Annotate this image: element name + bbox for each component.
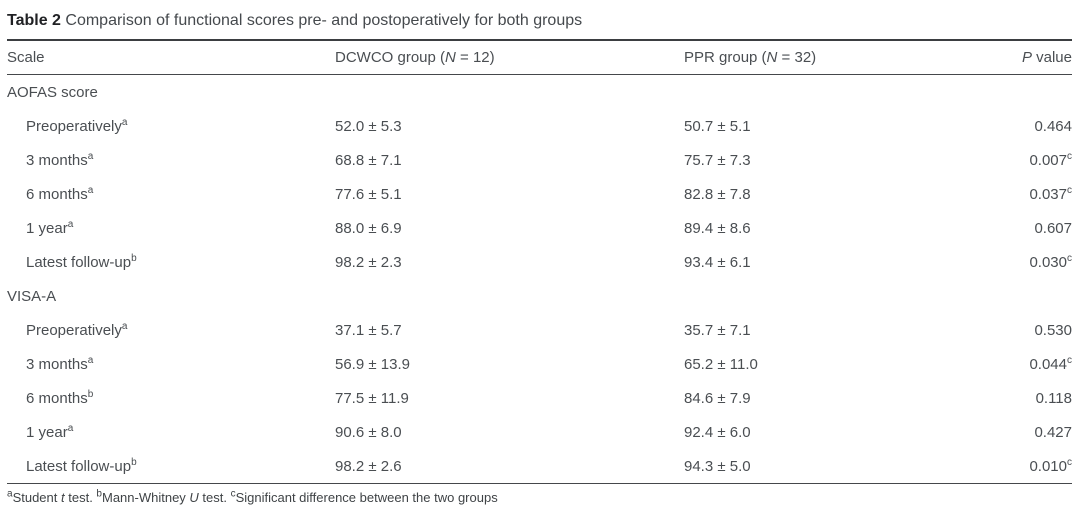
- table-row: 3 monthsa 56.9 ± 13.9 65.2 ± 11.0 0.044c: [7, 347, 1072, 381]
- ppr-value: 89.4 ± 8.6: [684, 220, 751, 237]
- ppr-value: 50.7 ± 5.1: [684, 118, 751, 135]
- table-row: 6 monthsa 77.6 ± 5.1 82.8 ± 7.8 0.037c: [7, 177, 1072, 211]
- row-label-superscript: a: [87, 355, 94, 366]
- row-label-superscript: a: [67, 219, 74, 230]
- table-row: Latest follow-upb 98.2 ± 2.6 94.3 ± 5.0 0.0…: [7, 449, 1072, 484]
- ppr-value: 35.7 ± 7.1: [684, 322, 751, 339]
- row-label: Latest follow-upb: [26, 253, 137, 272]
- column-header-dcwco-group: DCWCO group (N = 12): [335, 41, 684, 75]
- table-row: Latest follow-upb 98.2 ± 2.3 93.4 ± 6.1 0.0…: [7, 245, 1072, 279]
- row-label: 1 yeara: [26, 219, 74, 238]
- row-label: 3 monthsa: [26, 355, 94, 374]
- column-header-scale: Scale: [7, 41, 335, 75]
- p-value: 0.030c: [1029, 253, 1072, 272]
- p-value: 0.037c: [1029, 185, 1072, 204]
- dcwco-value: 77.5 ± 11.9: [335, 390, 409, 407]
- row-label: Preoperativelya: [26, 321, 128, 340]
- p-value: 0.010c: [982, 449, 1072, 484]
- row-label-superscript: b: [131, 457, 137, 468]
- p-value-superscript: c: [1067, 355, 1072, 366]
- row-label: 6 monthsa: [26, 185, 94, 204]
- dcwco-value: 77.6 ± 5.1: [335, 186, 402, 203]
- section-row: VISA-A: [7, 279, 1072, 313]
- dcwco-value: 98.2 ± 2.3: [335, 254, 402, 271]
- row-label: Preoperativelya: [26, 117, 128, 136]
- p-value: 0.007c: [1029, 151, 1072, 170]
- table-footnote: aStudent t test. bMann-Whitney U test. c…: [7, 488, 498, 505]
- section-label: VISA-A: [7, 288, 57, 305]
- row-label-superscript: a: [121, 321, 128, 332]
- row-label: 3 monthsa: [26, 151, 94, 170]
- table-row: 6 monthsb 77.5 ± 11.9 84.6 ± 7.9 0.118: [7, 381, 1072, 415]
- dcwco-value: 68.8 ± 7.1: [335, 152, 402, 169]
- table-body: AOFAS score Preoperativelya 52.0 ± 5.3 50.7…: [7, 75, 1072, 484]
- table-row: 1 yeara 90.6 ± 8.0 92.4 ± 6.0 0.427: [7, 415, 1072, 449]
- row-label: 6 monthsb: [26, 389, 94, 408]
- p-value-superscript: c: [1067, 457, 1072, 468]
- p-value: 0.607: [1034, 220, 1072, 237]
- dcwco-value: 88.0 ± 6.9: [335, 220, 402, 237]
- ppr-value: 75.7 ± 7.3: [684, 152, 751, 169]
- section-row: AOFAS score: [7, 75, 1072, 110]
- table-header: Scale DCWCO group (N = 12) PPR group (N …: [7, 41, 1072, 75]
- table-row: Preoperativelya 52.0 ± 5.3 50.7 ± 5.1 0.464: [7, 109, 1072, 143]
- dcwco-value: 98.2 ± 2.6: [335, 449, 684, 484]
- p-value-superscript: c: [1067, 151, 1072, 162]
- ppr-value: 65.2 ± 11.0: [684, 356, 758, 373]
- column-header-p-value: P value: [982, 41, 1072, 75]
- dcwco-value: 56.9 ± 13.9: [335, 356, 410, 373]
- p-value: 0.530: [1034, 322, 1072, 339]
- p-value-superscript: c: [1067, 185, 1072, 196]
- ppr-value: 84.6 ± 7.9: [684, 390, 751, 407]
- ppr-value: 82.8 ± 7.8: [684, 186, 751, 203]
- dcwco-value: 90.6 ± 8.0: [335, 424, 402, 441]
- row-label: Latest follow-upb: [7, 449, 335, 484]
- row-label-superscript: b: [87, 389, 94, 400]
- row-label-superscript: a: [67, 423, 74, 434]
- table-caption: Table 2 Comparison of functional scores …: [7, 8, 1072, 41]
- p-value-superscript: c: [1067, 253, 1072, 264]
- dcwco-value: 37.1 ± 5.7: [335, 322, 402, 339]
- table-row: Preoperativelya 37.1 ± 5.7 35.7 ± 7.1 0.530: [7, 313, 1072, 347]
- p-value: 0.118: [1035, 390, 1072, 407]
- ppr-value: 93.4 ± 6.1: [684, 254, 751, 271]
- table-row: 3 monthsa 68.8 ± 7.1 75.7 ± 7.3 0.007c: [7, 143, 1072, 177]
- header-row: Scale DCWCO group (N = 12) PPR group (N …: [7, 41, 1072, 75]
- ppr-value: 94.3 ± 5.0: [684, 449, 982, 484]
- p-value: 0.427: [1034, 424, 1072, 441]
- table-row: 1 yeara 88.0 ± 6.9 89.4 ± 8.6 0.607: [7, 211, 1072, 245]
- row-label-superscript: a: [87, 151, 94, 162]
- table-number: Table 2: [7, 12, 61, 29]
- p-value: 0.464: [1034, 118, 1072, 135]
- dcwco-value: 52.0 ± 5.3: [335, 118, 402, 135]
- row-label-superscript: a: [87, 185, 94, 196]
- row-label-superscript: a: [121, 117, 128, 128]
- section-label: AOFAS score: [7, 84, 98, 101]
- comparison-table: Scale DCWCO group (N = 12) PPR group (N …: [7, 41, 1072, 484]
- column-header-ppr-group: PPR group (N = 32): [684, 41, 982, 75]
- table-caption-text: Comparison of functional scores pre- and…: [60, 12, 583, 29]
- row-label: 1 yeara: [26, 423, 74, 442]
- row-label-superscript: b: [131, 253, 137, 264]
- ppr-value: 92.4 ± 6.0: [684, 424, 751, 441]
- p-value: 0.044c: [1029, 355, 1072, 374]
